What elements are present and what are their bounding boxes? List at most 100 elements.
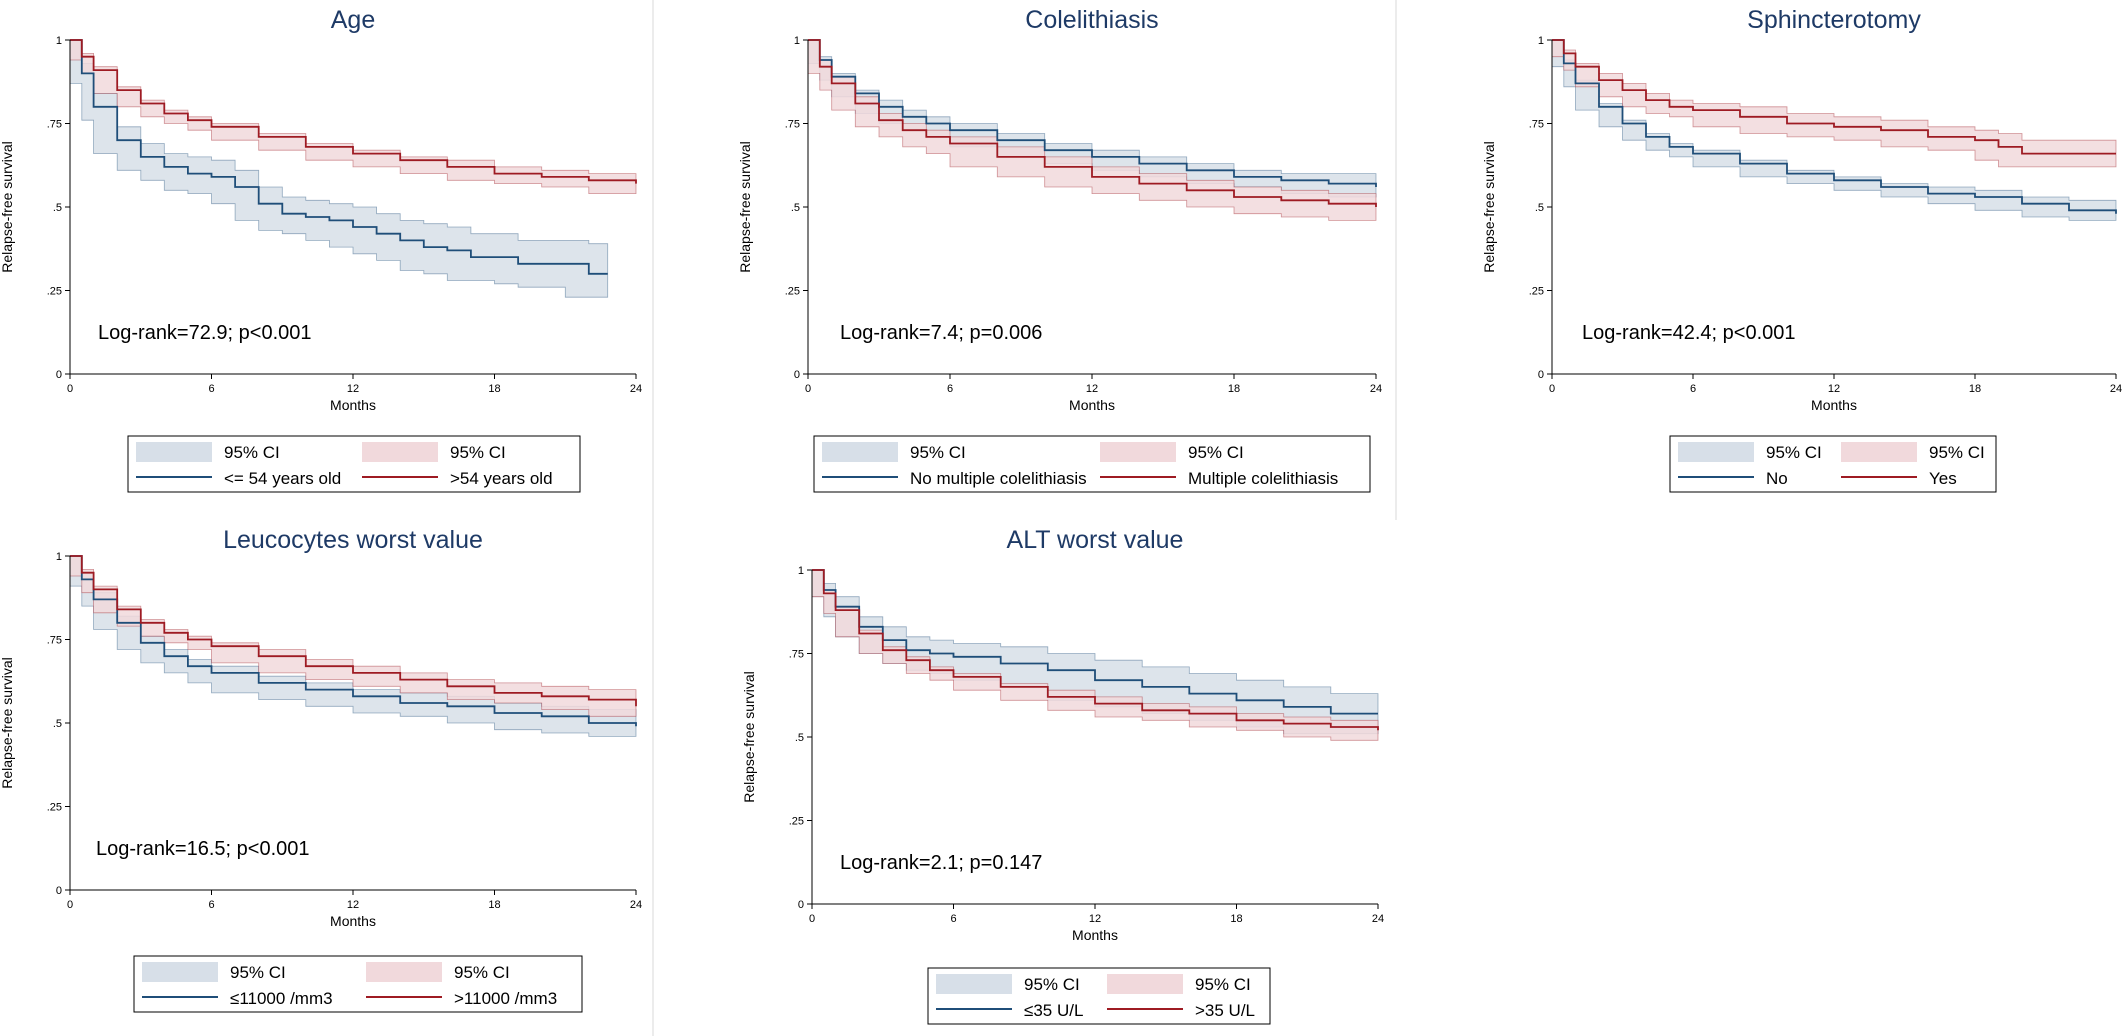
legend-label-ci-2: 95% CI [1929,443,1985,462]
y-tick-label: .75 [47,635,62,647]
x-tick-label: 6 [1690,383,1696,395]
y-tick-label: 0 [798,899,804,911]
x-axis-label: Months [330,397,376,413]
x-tick-label: 18 [1230,913,1242,925]
survival-curve-2 [1552,39,2116,155]
x-tick-label: 24 [1372,913,1384,925]
y-tick-label: .5 [795,732,804,744]
legend-label-ci-1: 95% CI [910,443,966,462]
survival-curve-1 [70,39,608,275]
x-tick-label: 18 [1228,383,1240,395]
x-tick-label: 24 [2110,383,2122,395]
survival-curve-2 [812,569,1379,731]
x-tick-label: 18 [488,899,500,911]
x-tick-label: 12 [1828,383,1840,395]
logrank-annotation: Log-rank=2.1; p=0.147 [840,852,1042,874]
logrank-annotation: Log-rank=16.5; p<0.001 [96,838,310,860]
km-panel-3: Sphincterotomy 0 .25 .5 .75 1 0 6 12 18 24 Months Re… [1470,0,2128,500]
x-axis-label: Months [1811,397,1857,413]
x-tick-label: 12 [347,383,359,395]
y-tick-label: .25 [789,816,804,828]
x-tick-label: 0 [67,899,73,911]
legend: 95% CI ≤35 U/L 95% CI >35 U/L [927,967,1271,1025]
chart-title: Age [331,6,375,34]
km-panel-5: ALT worst value 0 .25 .5 .75 1 0 6 12 18 24 Months R… [730,520,1390,1036]
logrank-annotation: Log-rank=7.4; p=0.006 [840,322,1042,344]
legend-swatch-ci-2 [366,962,442,982]
x-tick-label: 6 [208,383,214,395]
legend-label-ci-1: 95% CI [1766,443,1822,462]
y-tick-label: 0 [56,885,62,897]
y-tick-label: 1 [56,551,62,563]
x-tick-label: 24 [630,899,642,911]
km-panel-4: Leucocytes worst value 0 .25 .5 .75 1 0 6 12 18 24… [0,520,652,1020]
y-axis-label: Relapse-free survival [0,141,15,273]
legend-label-group-2: >11000 /mm3 [454,989,557,1008]
legend-label-ci-1: 95% CI [230,963,286,982]
y-tick-label: .75 [47,119,62,131]
legend-label-ci-2: 95% CI [1195,975,1251,994]
y-tick-label: .25 [1529,286,1544,298]
km-panel-1: Age 0 .25 .5 .75 1 0 6 12 18 24 Months Relapse-free … [0,0,652,500]
legend-box [813,435,1371,493]
y-tick-label: 1 [1538,35,1544,47]
y-tick-label: 0 [56,369,62,381]
survival-curve-1 [1552,39,2117,214]
y-tick-label: .75 [785,119,800,131]
legend-label-group-2: Yes [1929,469,1957,488]
legend-swatch-ci-1 [822,442,898,462]
x-axis-label: Months [330,913,376,929]
y-tick-label: .75 [789,649,804,661]
legend-swatch-ci-2 [1100,442,1176,462]
x-tick-label: 18 [1969,383,1981,395]
km-chart-svg: Age 0 .25 .5 .75 1 0 6 12 18 24 Months Relapse-free … [0,6,642,493]
legend-swatch-ci-1 [936,974,1012,994]
km-panel-2: Colelithiasis 0 .25 .5 .75 1 0 6 12 18 24 Months Rel… [730,0,1390,500]
ci-band-2 [1551,39,2117,168]
x-tick-label: 24 [630,383,642,395]
legend-label-ci-2: 95% CI [454,963,510,982]
legend: 95% CI No multiple colelithiasis 95% CI Mul… [813,435,1371,493]
legend-label-group-2: Multiple colelithiasis [1188,469,1338,488]
x-tick-label: 0 [1549,383,1555,395]
logrank-annotation: Log-rank=72.9; p<0.001 [98,322,312,344]
ci-band-1 [69,39,609,298]
legend-swatch-ci-1 [1678,442,1754,462]
km-chart-svg: Sphincterotomy 0 .25 .5 .75 1 0 6 12 18 24 Months Re… [1481,6,2122,493]
legend: 95% CI No 95% CI Yes [1669,435,1997,493]
y-tick-label: .25 [785,286,800,298]
legend: 95% CI <= 54 years old 95% CI >54 years old [127,435,581,493]
y-tick-label: .75 [1529,119,1544,131]
y-tick-label: .25 [47,802,62,814]
y-axis-label: Relapse-free survival [741,671,757,803]
ci-band-2 [69,39,637,194]
legend-label-group-1: ≤35 U/L [1024,1001,1083,1020]
legend-swatch-ci-2 [362,442,438,462]
legend-swatch-ci-2 [1841,442,1917,462]
x-tick-label: 0 [67,383,73,395]
km-chart-svg: Leucocytes worst value 0 .25 .5 .75 1 0 6 12 18 24… [0,526,642,1013]
x-axis-label: Months [1069,397,1115,413]
y-axis-label: Relapse-free survival [1481,141,1497,273]
x-tick-label: 12 [1089,913,1101,925]
x-tick-label: 6 [208,899,214,911]
legend: 95% CI ≤11000 /mm3 95% CI >11000 /mm3 [133,955,583,1013]
y-tick-label: .5 [1535,202,1544,214]
legend-label-group-1: No multiple colelithiasis [910,469,1087,488]
survival-curve-2 [808,39,1377,207]
x-tick-label: 12 [1086,383,1098,395]
y-tick-label: .5 [53,718,62,730]
legend-label-group-1: <= 54 years old [224,469,341,488]
y-tick-label: 0 [794,369,800,381]
legend-label-group-1: ≤11000 /mm3 [230,989,333,1008]
chart-title: Colelithiasis [1025,6,1158,34]
km-chart-svg: ALT worst value 0 .25 .5 .75 1 0 6 12 18 24 Months R… [741,526,1384,1025]
legend-label-ci-2: 95% CI [1188,443,1244,462]
survival-curve-2 [70,555,637,707]
km-chart-svg: Colelithiasis 0 .25 .5 .75 1 0 6 12 18 24 Months Rel… [737,6,1382,493]
x-tick-label: 0 [809,913,815,925]
y-tick-label: 1 [798,565,804,577]
ci-band-2 [807,39,1377,221]
column-divider-2 [1395,0,1397,520]
x-tick-label: 12 [347,899,359,911]
